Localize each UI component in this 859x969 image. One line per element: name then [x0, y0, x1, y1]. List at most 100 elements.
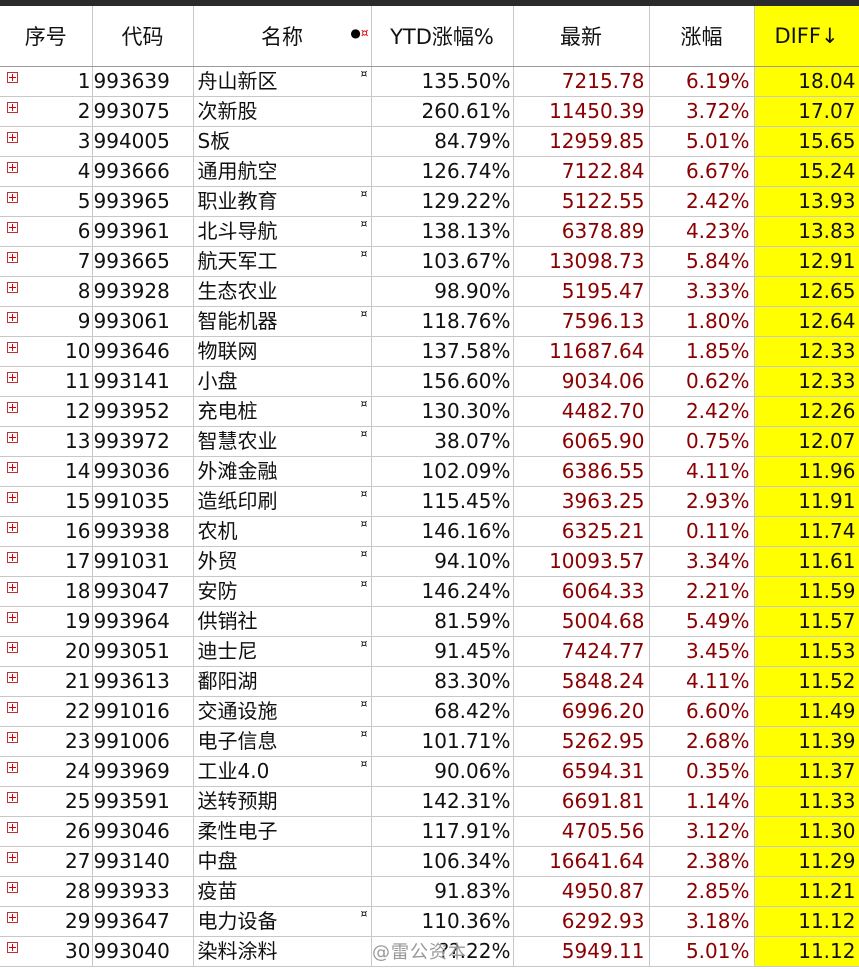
- sector-code: 993046: [92, 816, 194, 847]
- table-row[interactable]: 21 993613 鄱阳湖 83.30% 5848.24 4.11% 11.52: [0, 666, 859, 697]
- expand-plus-icon[interactable]: [7, 192, 18, 203]
- expand-plus-icon[interactable]: [7, 852, 18, 863]
- change-percent: 5.49%: [649, 606, 755, 637]
- sector-name-cell: 电力设备 ¤: [193, 906, 372, 937]
- expand-plus-icon[interactable]: [7, 912, 18, 923]
- table-row[interactable]: 10 993646 物联网 137.58% 11687.64 1.85% 12.33: [0, 336, 859, 367]
- sector-code: 993141: [92, 366, 194, 397]
- expand-plus-icon[interactable]: [7, 402, 18, 413]
- expand-plus-icon[interactable]: [7, 162, 18, 173]
- sector-name: 外滩金融: [197, 459, 278, 483]
- table-row[interactable]: 6 993961 北斗导航 ¤ 138.13% 6378.89 4.23% 13.83: [0, 216, 859, 247]
- row-index: 26: [65, 819, 91, 843]
- diff-value: 11.49: [754, 696, 859, 727]
- expand-plus-icon[interactable]: [7, 312, 18, 323]
- expand-plus-icon[interactable]: [7, 102, 18, 113]
- expand-plus-icon[interactable]: [7, 432, 18, 443]
- row-index: 11: [65, 369, 91, 393]
- expand-plus-icon[interactable]: [7, 282, 18, 293]
- row-index: 2: [77, 99, 91, 123]
- row-index-cell: 22: [0, 696, 93, 727]
- table-row[interactable]: 13 993972 智慧农业 ¤ 38.07% 6065.90 0.75% 12.07: [0, 426, 859, 457]
- table-row[interactable]: 12 993952 充电桩 ¤ 130.30% 4482.70 2.42% 12.26: [0, 396, 859, 427]
- column-header-latest-price[interactable]: 最新: [513, 6, 650, 67]
- row-index: 10: [65, 339, 91, 363]
- expand-plus-icon[interactable]: [7, 642, 18, 653]
- diff-value: 12.33: [754, 336, 859, 367]
- table-row[interactable]: 8 993928 生态农业 98.90% 5195.47 3.33% 12.65: [0, 276, 859, 307]
- expand-plus-icon[interactable]: [7, 342, 18, 353]
- row-index-cell: 16: [0, 516, 93, 547]
- column-header-ytd-change[interactable]: YTD涨幅%: [371, 6, 514, 67]
- ytd-change: 138.13%: [371, 216, 514, 247]
- table-row[interactable]: 7 993665 航天军工 ¤ 103.67% 13098.73 5.84% 12.91: [0, 246, 859, 277]
- expand-plus-icon[interactable]: [7, 672, 18, 683]
- table-row[interactable]: 22 991016 交通设施 ¤ 68.42% 6996.20 6.60% 11.49: [0, 696, 859, 727]
- expand-plus-icon[interactable]: [7, 492, 18, 503]
- ytd-change: 146.16%: [371, 516, 514, 547]
- expand-plus-icon[interactable]: [7, 792, 18, 803]
- sector-name: 交通设施: [197, 699, 278, 723]
- ytd-change: 94.10%: [371, 546, 514, 577]
- diff-value: 12.33: [754, 366, 859, 397]
- expand-plus-icon[interactable]: [7, 732, 18, 743]
- column-header-name[interactable]: 名称 ●¤: [193, 6, 372, 67]
- table-row[interactable]: 3 994005 S板 84.79% 12959.85 5.01% 15.65: [0, 126, 859, 157]
- table-row[interactable]: 24 993969 工业4.0 ¤ 90.06% 6594.31 0.35% 11.37: [0, 756, 859, 787]
- sector-name-cell: 疫苗: [193, 876, 372, 907]
- table-row[interactable]: 4 993666 通用航空 126.74% 7122.84 6.67% 15.24: [0, 156, 859, 187]
- sector-code: 993647: [92, 906, 194, 937]
- table-row[interactable]: 29 993647 电力设备 ¤ 110.36% 6292.93 3.18% 11.12: [0, 906, 859, 937]
- column-header-change[interactable]: 涨幅: [649, 6, 755, 67]
- change-percent: 3.33%: [649, 276, 755, 307]
- table-row[interactable]: 2 993075 次新股 260.61% 11450.39 3.72% 17.07: [0, 96, 859, 127]
- row-index-cell: 15: [0, 486, 93, 517]
- table-row[interactable]: 20 993051 迪士尼 ¤ 91.45% 7424.77 3.45% 11.53: [0, 636, 859, 667]
- table-row[interactable]: 11 993141 小盘 156.60% 9034.06 0.62% 12.33: [0, 366, 859, 397]
- marker-icon: ¤: [360, 217, 368, 230]
- expand-plus-icon[interactable]: [7, 522, 18, 533]
- table-row[interactable]: 5 993965 职业教育 ¤ 129.22% 5122.55 2.42% 13.93: [0, 186, 859, 217]
- expand-plus-icon[interactable]: [7, 72, 18, 83]
- table-row[interactable]: 17 991031 外贸 ¤ 94.10% 10093.57 3.34% 11.61: [0, 546, 859, 577]
- expand-plus-icon[interactable]: [7, 132, 18, 143]
- sector-name: 送转预期: [197, 789, 278, 813]
- row-index: 5: [77, 189, 91, 213]
- table-row[interactable]: 18 993047 安防 ¤ 146.24% 6064.33 2.21% 11.59: [0, 576, 859, 607]
- table-row[interactable]: 15 991035 造纸印刷 ¤ 115.45% 3963.25 2.93% 11.91: [0, 486, 859, 517]
- latest-price: 5262.95: [513, 726, 650, 757]
- expand-plus-icon[interactable]: [7, 552, 18, 563]
- expand-plus-icon[interactable]: [7, 702, 18, 713]
- table-row[interactable]: 14 993036 外滩金融 102.09% 6386.55 4.11% 11.96: [0, 456, 859, 487]
- row-index: 15: [65, 489, 91, 513]
- table-row[interactable]: 23 991006 电子信息 ¤ 101.71% 5262.95 2.68% 11.39: [0, 726, 859, 757]
- table-row[interactable]: 1 993639 舟山新区 ¤ 135.50% 7215.78 6.19% 18.04: [0, 66, 859, 97]
- column-header-index[interactable]: 序号: [0, 6, 93, 67]
- sector-name: S板: [197, 129, 231, 153]
- sector-name-cell: 通用航空: [193, 156, 372, 187]
- column-header-code[interactable]: 代码: [92, 6, 194, 67]
- expand-plus-icon[interactable]: [7, 882, 18, 893]
- sector-code: 993639: [92, 66, 194, 97]
- table-row[interactable]: 27 993140 中盘 106.34% 16641.64 2.38% 11.29: [0, 846, 859, 877]
- expand-plus-icon[interactable]: [7, 372, 18, 383]
- diff-value: 11.33: [754, 786, 859, 817]
- table-row[interactable]: 19 993964 供销社 81.59% 5004.68 5.49% 11.57: [0, 606, 859, 637]
- expand-plus-icon[interactable]: [7, 762, 18, 773]
- change-percent: 3.45%: [649, 636, 755, 667]
- table-row[interactable]: 30 993040 染料涂料 ??.22% 5949.11 5.01% 11.12: [0, 936, 859, 967]
- table-row[interactable]: 28 993933 疫苗 91.83% 4950.87 2.85% 11.21: [0, 876, 859, 907]
- expand-plus-icon[interactable]: [7, 462, 18, 473]
- table-row[interactable]: 9 993061 智能机器 ¤ 118.76% 7596.13 1.80% 12.64: [0, 306, 859, 337]
- expand-plus-icon[interactable]: [7, 222, 18, 233]
- diff-value: 11.37: [754, 756, 859, 787]
- column-header-diff-sorted[interactable]: DIFF↓: [754, 6, 859, 67]
- table-row[interactable]: 26 993046 柔性电子 117.91% 4705.56 3.12% 11.30: [0, 816, 859, 847]
- expand-plus-icon[interactable]: [7, 252, 18, 263]
- expand-plus-icon[interactable]: [7, 612, 18, 623]
- expand-plus-icon[interactable]: [7, 942, 18, 953]
- expand-plus-icon[interactable]: [7, 582, 18, 593]
- table-row[interactable]: 16 993938 农机 ¤ 146.16% 6325.21 0.11% 11.74: [0, 516, 859, 547]
- table-row[interactable]: 25 993591 送转预期 142.31% 6691.81 1.14% 11.33: [0, 786, 859, 817]
- expand-plus-icon[interactable]: [7, 822, 18, 833]
